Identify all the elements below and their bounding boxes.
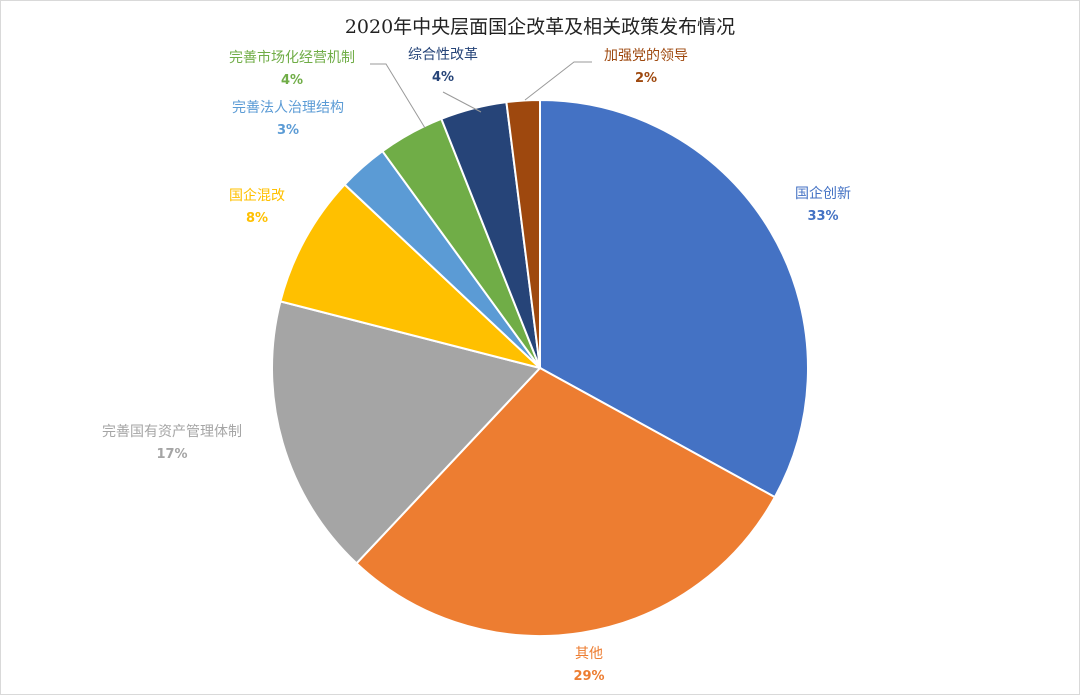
slice-label: 国企混改 [229, 187, 285, 204]
slice-value-label: 8% [246, 211, 268, 226]
slice-label: 完善市场化经营机制 [229, 49, 355, 66]
slice-value-label: 2% [635, 71, 657, 86]
pie-slice [279, 183, 541, 369]
slice-value-label: 33% [807, 209, 838, 224]
slice-value-label: 29% [573, 669, 604, 684]
leader-line [370, 63, 426, 129]
data-labels: 国企创新 33% 其他 29% 完善国有资产管理体制 17% 国企混改 8% 完善法人治理结构 3… [102, 47, 851, 684]
slice-value-label: 4% [432, 70, 454, 85]
pie-slices [271, 98, 809, 637]
pie-slice [539, 98, 809, 499]
slice-value-label: 17% [156, 447, 187, 462]
slice-label: 综合性改革 [408, 47, 478, 63]
slice-label: 完善国有资产管理体制 [102, 424, 242, 440]
leader-line [442, 91, 482, 113]
pie-slice [505, 98, 541, 369]
slice-label: 国企创新 [795, 185, 851, 202]
slice-label: 完善法人治理结构 [232, 100, 344, 116]
pie-slice [355, 366, 777, 637]
slice-value-label: 4% [281, 73, 303, 88]
chart-title: 2020年中央层面国企改革及相关政策发布情况 [344, 16, 736, 38]
slice-value-label: 3% [277, 123, 299, 138]
pie-slice [271, 300, 542, 565]
slice-label: 其他 [575, 646, 603, 662]
leader-line [524, 61, 592, 101]
leader-lines [370, 61, 592, 129]
slice-label: 加强党的领导 [604, 48, 688, 64]
